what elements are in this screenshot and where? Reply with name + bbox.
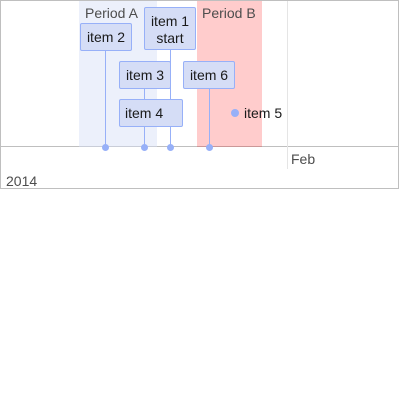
item-1-dot[interactable] (167, 144, 174, 151)
timeline-center-panel[interactable]: Period A Period B item 2 item 1 start it… (1, 1, 398, 151)
axis-major-label: 2014 (6, 173, 38, 189)
item-4-box[interactable]: item 4 (119, 99, 183, 127)
item-1-connector-line (170, 49, 171, 145)
item-3-dot[interactable] (141, 144, 148, 151)
item-5-point-dot[interactable] (231, 109, 239, 117)
axis-grid-line-feb (287, 1, 288, 169)
item-6-label: item 6 (189, 67, 229, 83)
item-1-label-line-2: start (156, 30, 184, 46)
item-5-label[interactable]: item 5 (244, 105, 283, 121)
period-b-label: Period B (202, 5, 256, 21)
item-4-label: item 4 (125, 105, 164, 121)
timeline[interactable]: Period A Period B item 2 item 1 start it… (0, 0, 399, 189)
item-1-label-line-1: item 1 (150, 13, 190, 29)
period-a-label: Period A (85, 5, 138, 21)
item-2-label: item 2 (86, 29, 126, 45)
item-2-connector-line (105, 50, 106, 145)
item-6-box[interactable]: item 6 (183, 61, 235, 89)
item-2-box[interactable]: item 2 (80, 23, 132, 51)
item-6-dot[interactable] (206, 144, 213, 151)
item-1-box[interactable]: item 1 start (144, 7, 196, 50)
item-6-connector-line (209, 87, 210, 145)
item-3-box[interactable]: item 3 (119, 61, 171, 89)
item-2-dot[interactable] (102, 144, 109, 151)
item-3-label: item 3 (125, 67, 165, 83)
axis-minor-label: Feb (291, 151, 316, 167)
